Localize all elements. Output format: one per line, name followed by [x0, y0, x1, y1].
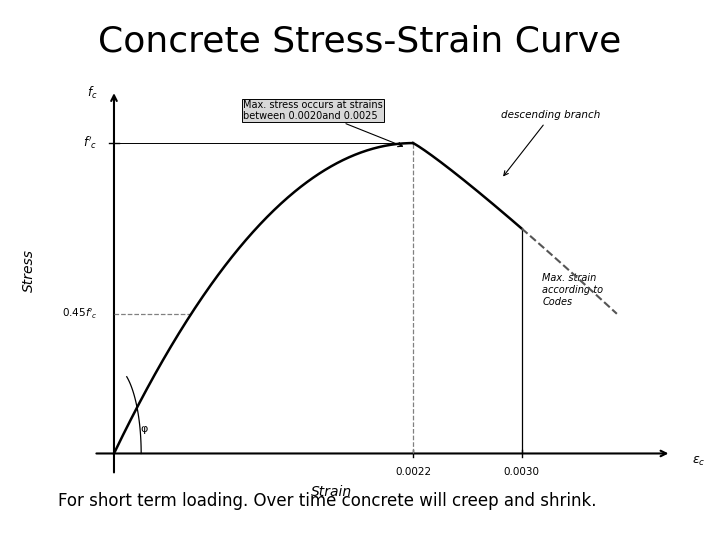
Text: $f_c$: $f_c$	[87, 85, 98, 102]
Text: Stress: Stress	[22, 248, 36, 292]
Text: Concrete Stress-Strain Curve: Concrete Stress-Strain Curve	[99, 24, 621, 58]
Text: $f'_c$: $f'_c$	[84, 135, 98, 151]
Text: Max. stress occurs at strains
between 0.0020and 0.0025: Max. stress occurs at strains between 0.…	[243, 100, 402, 147]
Text: 0.0022: 0.0022	[395, 468, 431, 477]
Text: For short term loading. Over time concrete will creep and shrink.: For short term loading. Over time concre…	[58, 492, 596, 510]
Text: 0.0030: 0.0030	[504, 468, 540, 477]
Text: Strain: Strain	[311, 484, 352, 498]
Text: Max. strain
according to
Codes: Max. strain according to Codes	[542, 273, 603, 307]
Text: $\varepsilon_c$: $\varepsilon_c$	[692, 455, 705, 468]
Text: φ: φ	[140, 424, 148, 434]
Text: descending branch: descending branch	[501, 110, 600, 176]
Text: $0.45f'_c$: $0.45f'_c$	[62, 307, 98, 321]
